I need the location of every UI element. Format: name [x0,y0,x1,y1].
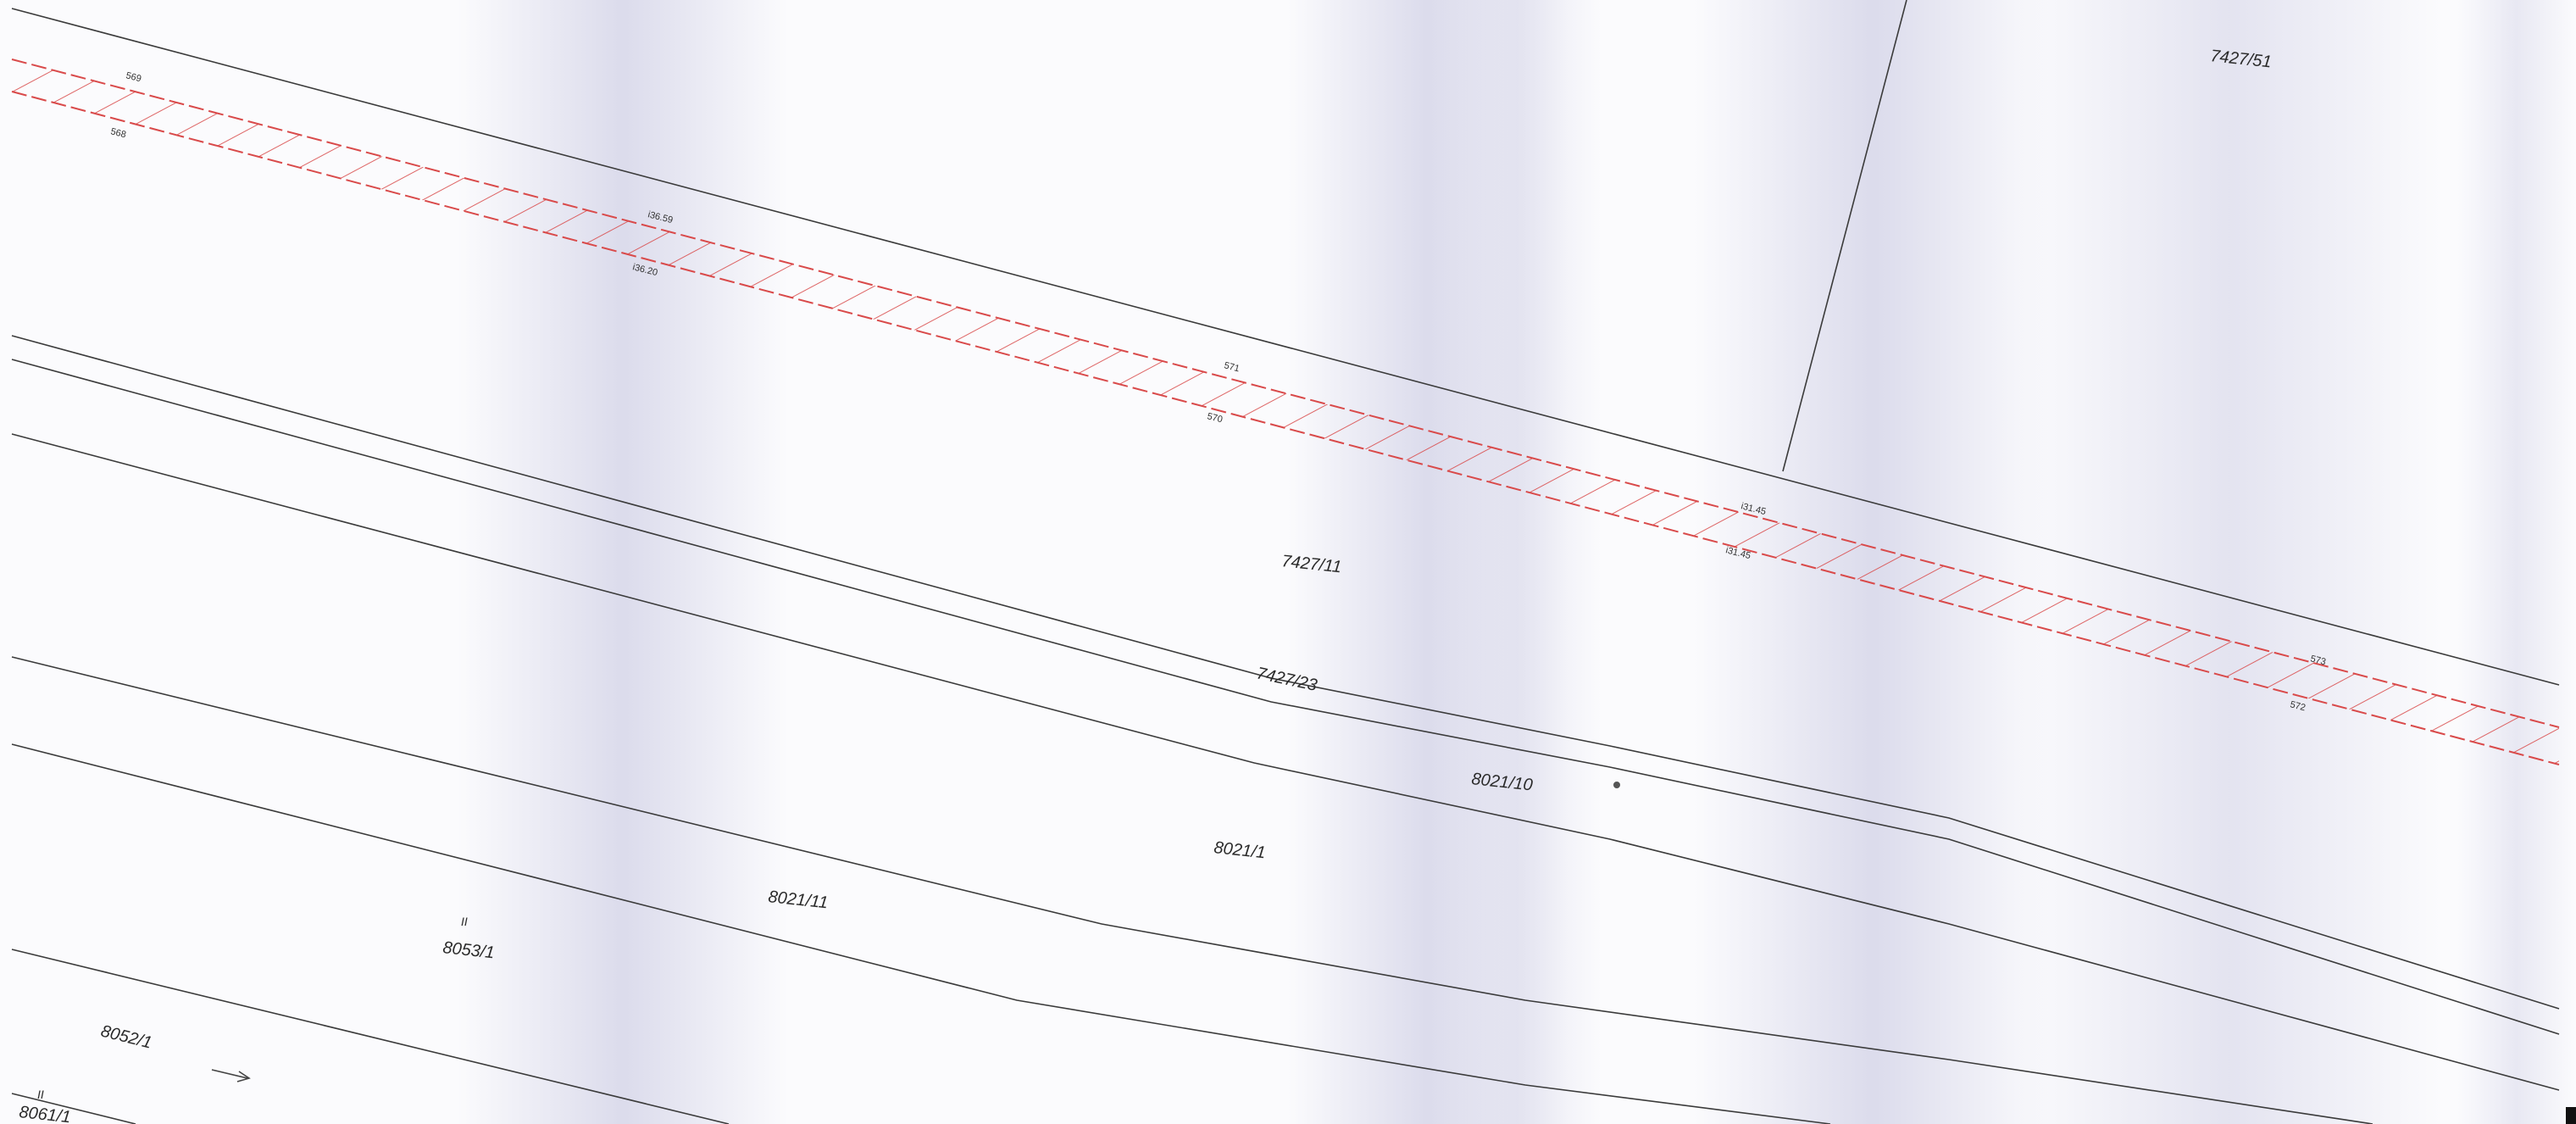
corner-marker [2566,1107,2576,1124]
parcel-label-8052-1: 8052/1 [99,1022,154,1053]
tick-mark-symbol-2: II [37,1088,44,1101]
parcel-label-8021-1: 8021/1 [1213,838,1266,862]
scan-shadow-bands [458,0,2576,1124]
point-label-570: 570 [1206,411,1224,425]
tick-mark-symbol: II [461,915,468,928]
survey-marker [1613,782,1620,788]
point-label-568: 568 [109,126,127,140]
direction-arrow [211,1069,248,1079]
easement-strip [11,58,2560,765]
parcel-boundaries [11,0,2576,1124]
point-label-572: 572 [2289,699,2307,713]
point-label-573: 573 [2309,654,2327,667]
point-label-571: 571 [1223,360,1241,374]
point-label-569: 569 [125,70,142,84]
